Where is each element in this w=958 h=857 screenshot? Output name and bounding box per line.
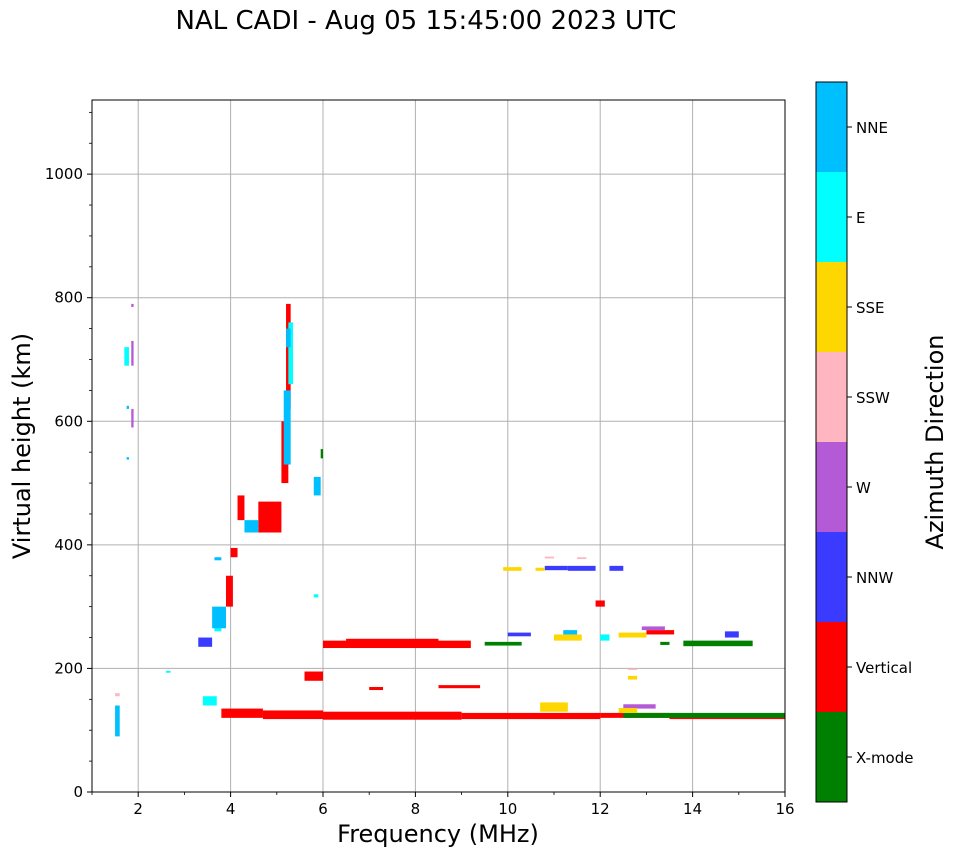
colorbar-swatch-e xyxy=(816,172,847,262)
y-tick-label: 200 xyxy=(54,659,83,677)
echo-x-mode-mark xyxy=(683,640,753,647)
x-tick-label: 2 xyxy=(133,800,143,818)
echo-nne-mark xyxy=(286,328,291,348)
echo-x-mode-mark xyxy=(660,641,670,645)
echo-x-mode-mark xyxy=(484,641,522,646)
echo-nnw-mark xyxy=(609,565,624,571)
echo-nne-mark xyxy=(283,390,291,465)
x-tick-label: 6 xyxy=(318,800,328,818)
echo-vertical-mark xyxy=(230,547,238,558)
echo-vertical-mark xyxy=(369,686,384,691)
colorbar-label-nnw: NNW xyxy=(856,569,893,587)
colorbar-label-x-mode: X-mode xyxy=(856,749,913,767)
echo-x-mode-mark xyxy=(623,712,785,718)
x-tick-label: 8 xyxy=(411,800,421,818)
y-tick-label: 600 xyxy=(54,412,83,430)
echo-e-mark xyxy=(288,322,293,385)
echo-sse-mark xyxy=(554,634,582,641)
echo-ssw-mark xyxy=(577,557,587,560)
colorbar-label-vertical: Vertical xyxy=(856,659,912,677)
colorbar-swatch-x-mode xyxy=(816,712,847,802)
echo-nne-mark xyxy=(563,630,578,635)
echo-vertical-mark xyxy=(225,575,233,607)
echo-nnw-mark xyxy=(507,632,531,637)
echo-vertical-mark xyxy=(258,501,282,533)
y-tick-label: 0 xyxy=(73,783,83,801)
colorbar-swatch-nne xyxy=(816,82,847,172)
plot-frame xyxy=(91,99,786,793)
y-axis: 0 200 400 600 800 1000 xyxy=(45,111,92,801)
colorbar-label-nne: NNE xyxy=(856,119,888,137)
echo-sse-mark xyxy=(540,702,568,712)
colorbar-label-w: W xyxy=(856,479,871,497)
echo-vertical-mark xyxy=(646,630,675,635)
echo-vertical-mark xyxy=(323,640,471,649)
echo-vertical-mark xyxy=(595,600,605,607)
echo-e-mark xyxy=(202,696,217,706)
echo-nne-mark xyxy=(214,557,222,561)
echo-ssw-mark xyxy=(627,668,638,670)
echo-w-mark xyxy=(641,626,665,631)
x-axis-label: Frequency (MHz) xyxy=(337,820,539,848)
chart-title: NAL CADI - Aug 05 15:45:00 2023 UTC xyxy=(175,6,677,36)
echo-sse-mark xyxy=(627,675,638,680)
x-tick-label: 10 xyxy=(498,800,517,818)
colorbar-label: Azimuth Direction xyxy=(921,335,949,550)
echo-nne-mark xyxy=(115,705,120,737)
echo-e-mark xyxy=(165,670,171,673)
echo-e-mark xyxy=(600,634,610,641)
x-tick-label: 14 xyxy=(683,800,702,818)
echo-nnw-mark xyxy=(724,631,739,638)
echo-nne-mark xyxy=(313,476,321,496)
echo-ssw-mark xyxy=(544,556,554,559)
y-tick-label: 1000 xyxy=(45,165,83,183)
echo-sse-mark xyxy=(618,707,638,713)
echo-ssw-mark xyxy=(115,693,120,697)
colorbar-swatch-sse xyxy=(816,262,847,352)
echo-vertical-mark xyxy=(461,712,601,720)
y-axis-label: Virtual height (km) xyxy=(8,333,36,559)
echo-sse-mark xyxy=(535,567,545,571)
echo-x-mode-mark xyxy=(320,449,323,459)
echo-vertical-mark xyxy=(237,495,245,521)
echo-nne-mark xyxy=(212,606,226,629)
points-layer xyxy=(115,303,785,737)
echo-vertical-mark xyxy=(323,711,462,720)
echo-nne-mark xyxy=(126,457,129,460)
colorbar-swatch-vertical xyxy=(816,622,847,712)
x-tick-label: 16 xyxy=(775,800,794,818)
colorbar: X-mode Vertical NNW W SSW SSE E NNE xyxy=(815,81,913,803)
echo-sse-mark xyxy=(503,567,522,571)
echo-vertical-mark xyxy=(438,685,481,689)
echo-nne-mark xyxy=(244,520,259,533)
echo-w-mark xyxy=(131,303,134,307)
colorbar-swatch-nnw xyxy=(816,532,847,622)
echo-e-mark xyxy=(124,347,129,366)
x-tick-label: 4 xyxy=(226,800,236,818)
colorbar-label-e: E xyxy=(856,209,865,227)
echo-sse-mark xyxy=(618,632,647,638)
echo-w-mark xyxy=(623,704,656,709)
y-tick-label: 400 xyxy=(54,536,83,554)
echo-nnw-mark xyxy=(567,565,596,571)
echo-nnw-mark xyxy=(198,637,213,647)
colorbar-frame xyxy=(815,81,848,803)
x-tick-label: 12 xyxy=(591,800,610,818)
colorbar-label-ssw: SSW xyxy=(856,389,890,407)
colorbar-label-sse: SSE xyxy=(856,299,885,317)
echo-w-mark xyxy=(131,408,134,428)
echo-vertical-mark xyxy=(304,671,323,681)
colorbar-swatch-w xyxy=(816,442,847,532)
echo-nnw-mark xyxy=(544,565,568,571)
echo-nne-mark xyxy=(126,405,129,409)
echo-vertical-mark xyxy=(346,638,439,644)
echo-w-mark xyxy=(131,340,134,366)
y-tick-label: 800 xyxy=(54,289,83,307)
colorbar-swatch-ssw xyxy=(816,352,847,442)
echo-vertical-mark xyxy=(262,710,323,720)
echo-e-mark xyxy=(313,594,319,598)
x-axis: 2 4 6 8 10 12 14 16 xyxy=(91,792,795,818)
echo-vertical-mark xyxy=(221,708,263,718)
